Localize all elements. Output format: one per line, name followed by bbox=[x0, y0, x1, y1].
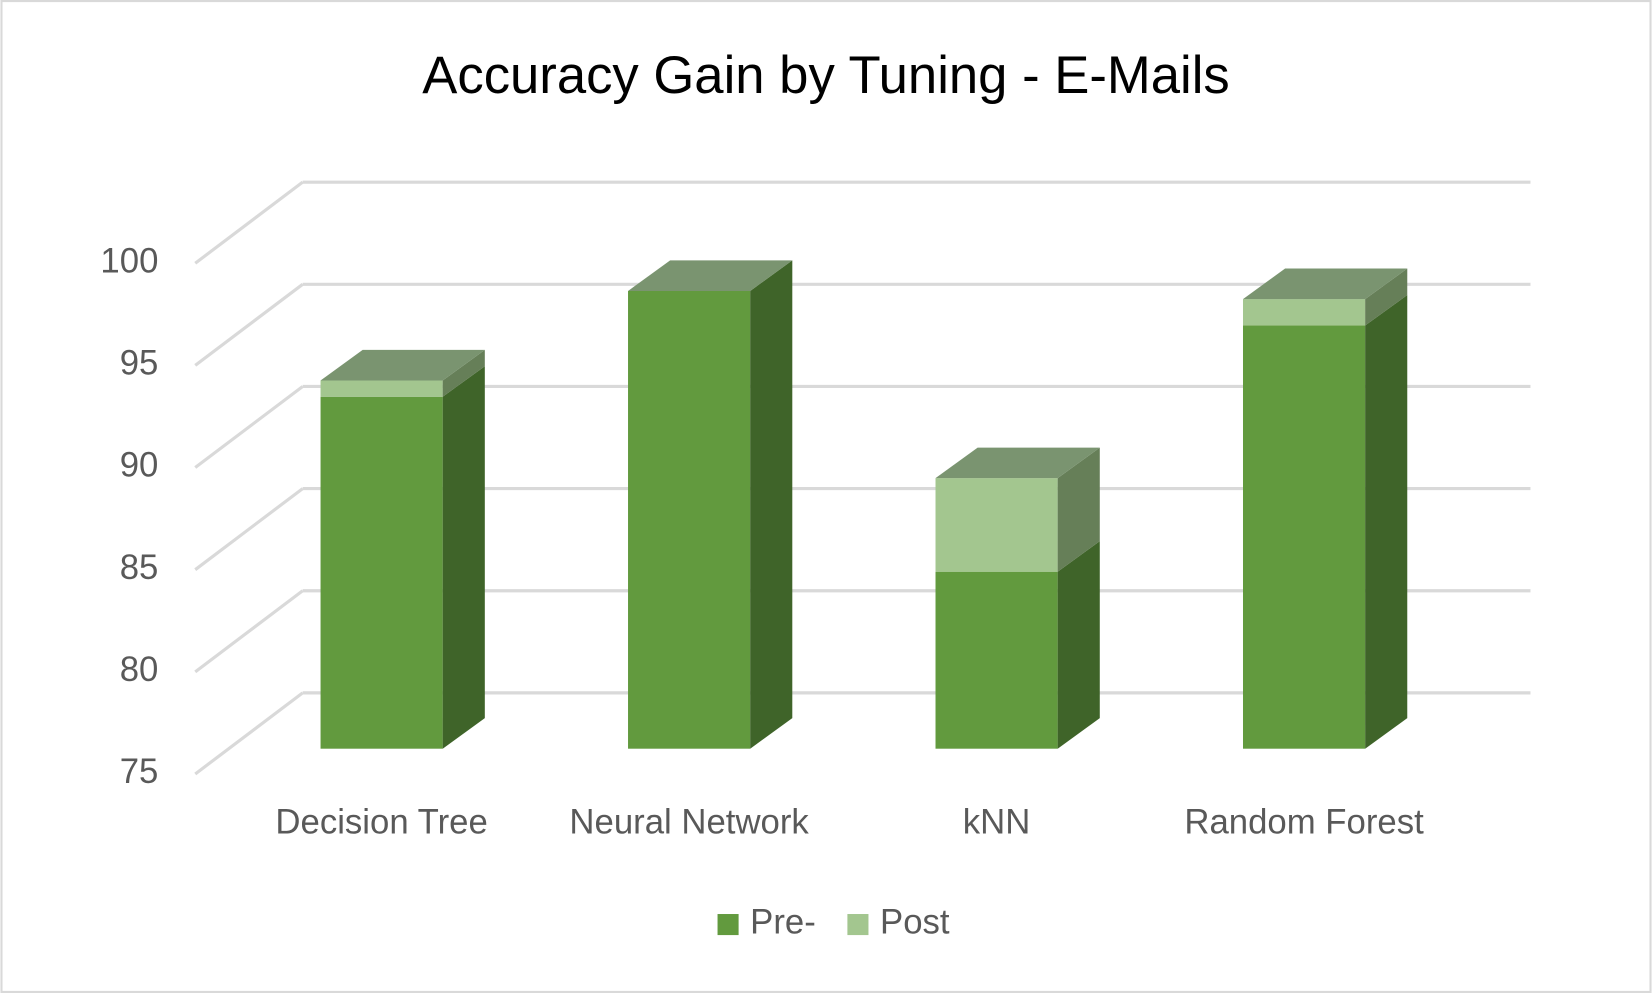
y-tick-label: 100 bbox=[100, 242, 158, 280]
grid-line bbox=[194, 385, 304, 469]
bar-side bbox=[442, 366, 485, 749]
bar-side bbox=[1365, 268, 1408, 326]
x-tick-label: Decision Tree bbox=[275, 804, 487, 842]
y-tick-label: 75 bbox=[120, 753, 159, 791]
bar-top bbox=[1242, 268, 1408, 300]
bar-top bbox=[628, 260, 793, 291]
bar-front bbox=[935, 571, 1058, 749]
bar-front bbox=[1242, 325, 1366, 749]
x-tick-label: kNN bbox=[963, 804, 1031, 842]
grid-line bbox=[194, 589, 304, 674]
legend-swatch bbox=[717, 914, 739, 936]
x-tick-label: Neural Network bbox=[569, 804, 809, 842]
y-tick-label: 90 bbox=[120, 447, 159, 485]
grid-line bbox=[194, 180, 304, 265]
y-tick-label: 80 bbox=[120, 651, 159, 689]
legend-label: Pre- bbox=[750, 904, 816, 942]
grid-line bbox=[194, 487, 304, 571]
bar-top bbox=[935, 447, 1100, 479]
bar-front bbox=[320, 396, 443, 749]
grid-line bbox=[194, 283, 304, 367]
y-tick-label: 85 bbox=[120, 549, 159, 587]
bar-side bbox=[442, 349, 485, 397]
bar-top bbox=[320, 349, 485, 381]
bar-side bbox=[750, 260, 793, 749]
bar-front bbox=[628, 290, 751, 749]
grid-line bbox=[194, 691, 304, 776]
bar-side bbox=[1365, 294, 1408, 749]
bar-side bbox=[1057, 447, 1100, 572]
bar-front bbox=[320, 380, 443, 397]
y-tick-label: 95 bbox=[120, 345, 159, 383]
x-tick-label: Random Forest bbox=[1184, 804, 1424, 842]
bar-front bbox=[935, 478, 1058, 572]
bar-side bbox=[1057, 541, 1100, 749]
bar-front bbox=[1242, 299, 1366, 326]
legend-label: Post bbox=[880, 904, 950, 942]
chart-title: Accuracy Gain by Tuning - E-Mails bbox=[422, 46, 1229, 105]
legend-swatch bbox=[847, 914, 869, 936]
